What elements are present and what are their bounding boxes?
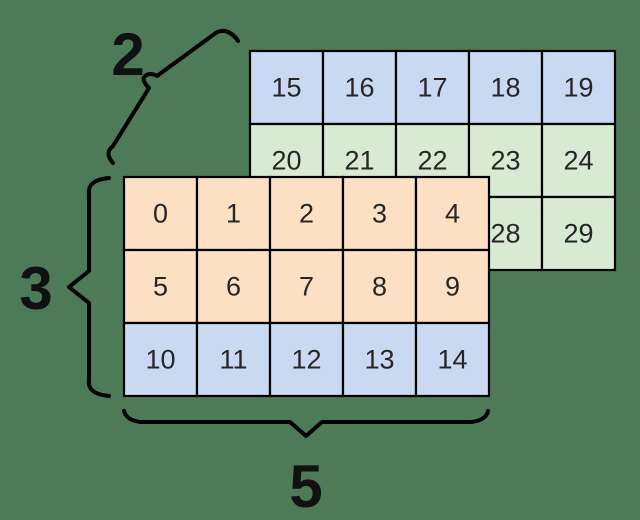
svg-text:20: 20 (271, 146, 301, 176)
svg-text:23: 23 (490, 146, 520, 176)
svg-text:5: 5 (153, 272, 168, 302)
svg-text:28: 28 (490, 219, 520, 249)
svg-text:2: 2 (111, 21, 144, 88)
svg-text:0: 0 (153, 199, 168, 229)
svg-text:9: 9 (445, 272, 460, 302)
svg-text:24: 24 (563, 146, 593, 176)
svg-text:29: 29 (563, 219, 593, 249)
svg-text:6: 6 (226, 272, 241, 302)
svg-text:4: 4 (445, 199, 460, 229)
svg-text:8: 8 (372, 272, 387, 302)
svg-text:7: 7 (299, 272, 314, 302)
svg-text:1: 1 (226, 199, 241, 229)
svg-text:3: 3 (19, 255, 52, 322)
svg-text:2: 2 (299, 199, 314, 229)
svg-text:12: 12 (291, 345, 321, 375)
svg-text:11: 11 (219, 345, 247, 375)
svg-text:10: 10 (145, 345, 175, 375)
svg-text:15: 15 (271, 73, 301, 103)
svg-text:22: 22 (417, 146, 447, 176)
svg-text:18: 18 (490, 73, 520, 103)
svg-text:14: 14 (437, 345, 467, 375)
svg-text:17: 17 (417, 73, 447, 103)
svg-text:5: 5 (289, 453, 322, 520)
svg-text:16: 16 (344, 73, 374, 103)
svg-text:13: 13 (364, 345, 394, 375)
svg-text:21: 21 (344, 146, 374, 176)
svg-text:3: 3 (372, 199, 387, 229)
svg-text:19: 19 (563, 73, 593, 103)
